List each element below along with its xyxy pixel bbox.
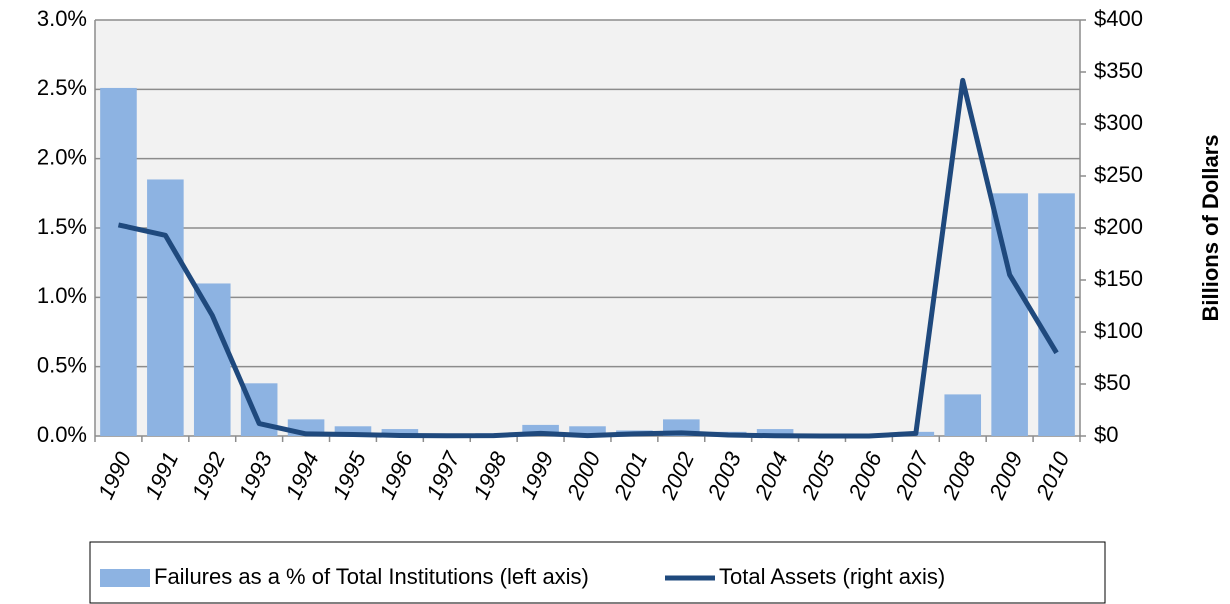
x-tick-label: 2000 xyxy=(562,447,606,504)
x-tick-label: 1997 xyxy=(421,447,465,503)
y2-tick-label: $50 xyxy=(1094,370,1131,395)
x-tick-label: 1993 xyxy=(234,447,278,503)
y2-tick-label: $0 xyxy=(1094,422,1118,447)
x-tick-label: 2010 xyxy=(1031,447,1075,504)
bar xyxy=(381,429,419,436)
legend-box xyxy=(89,541,1106,604)
x-tick-label: 2003 xyxy=(702,447,746,504)
bar xyxy=(147,179,184,436)
x-tick-label: 2008 xyxy=(937,447,981,504)
y2-tick-label: $400 xyxy=(1094,6,1143,31)
x-tick-label: 1996 xyxy=(374,447,418,503)
x-tick-label: 1991 xyxy=(140,448,183,503)
x-tick-label: 2004 xyxy=(749,448,793,504)
y-tick-label: 2.5% xyxy=(37,75,87,100)
line xyxy=(117,77,1059,439)
bar xyxy=(1038,193,1075,436)
bar xyxy=(193,283,231,436)
x-tick-label: 2005 xyxy=(796,447,840,504)
legend-label: Failures as a % of Total Institutions (l… xyxy=(154,564,589,589)
bar xyxy=(100,87,137,437)
x-tick-label: 1998 xyxy=(468,447,512,503)
y2-tick-label: $200 xyxy=(1094,214,1143,239)
x-tick-label: 2002 xyxy=(655,448,699,504)
x-tick-label: 1990 xyxy=(93,447,137,503)
x-tick-label: 2006 xyxy=(843,447,887,504)
y-tick-label: 0.5% xyxy=(37,352,87,377)
y-tick-label: 2.0% xyxy=(37,144,87,169)
y-tick-label: 1.0% xyxy=(37,283,87,308)
y2-axis-title: Billions of Dollars xyxy=(1198,134,1223,321)
y2-tick-label: $250 xyxy=(1094,162,1143,187)
x-tick-label: 1994 xyxy=(281,448,324,503)
bar xyxy=(522,424,559,436)
bar xyxy=(334,426,372,436)
legend-swatch xyxy=(100,569,150,587)
y2-tick-label: $100 xyxy=(1094,318,1143,343)
y-tick-label: 3.0% xyxy=(37,6,87,31)
bar xyxy=(756,429,794,436)
y-tick-label: 0.0% xyxy=(37,422,87,447)
x-tick-label: 2001 xyxy=(608,448,652,504)
bar xyxy=(569,426,606,436)
x-tick-label: 2007 xyxy=(890,447,934,504)
y-tick-label: 1.5% xyxy=(37,214,87,239)
x-tick-label: 1999 xyxy=(515,448,558,503)
y2-tick-label: $350 xyxy=(1094,58,1143,83)
y2-tick-label: $150 xyxy=(1094,266,1143,291)
x-tick-label: 1995 xyxy=(327,447,371,503)
legend-label: Total Assets (right axis) xyxy=(719,564,945,589)
y2-tick-label: $300 xyxy=(1094,110,1143,135)
x-tick-label: 2009 xyxy=(984,448,1028,504)
x-tick-label: 1992 xyxy=(187,448,230,503)
bar xyxy=(944,394,982,436)
